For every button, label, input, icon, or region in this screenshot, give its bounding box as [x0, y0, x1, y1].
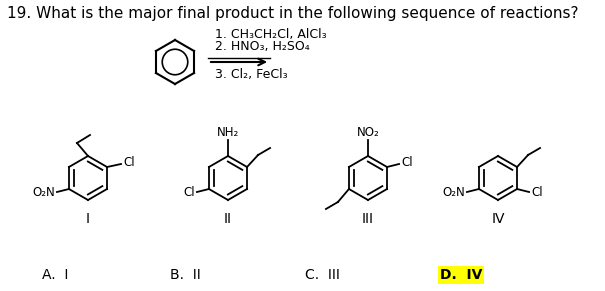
Text: II: II	[224, 212, 232, 226]
Text: A.  I: A. I	[42, 268, 68, 282]
Text: I: I	[86, 212, 90, 226]
Text: Cl: Cl	[531, 187, 543, 200]
Text: 19. What is the major final product in the following sequence of reactions?: 19. What is the major final product in t…	[7, 6, 578, 21]
Text: 2. HNO₃, H₂SO₄: 2. HNO₃, H₂SO₄	[215, 40, 310, 53]
Text: B.  II: B. II	[170, 268, 201, 282]
Text: III: III	[362, 212, 374, 226]
Text: IV: IV	[491, 212, 505, 226]
Text: NH₂: NH₂	[217, 126, 239, 139]
Text: O₂N: O₂N	[442, 185, 465, 198]
Text: Cl: Cl	[183, 185, 195, 198]
Text: 3. Cl₂, FeCl₃: 3. Cl₂, FeCl₃	[215, 68, 287, 81]
Text: D.  IV: D. IV	[440, 268, 482, 282]
Text: Cl: Cl	[123, 157, 135, 169]
Text: O₂N: O₂N	[32, 185, 55, 198]
Text: NO₂: NO₂	[356, 126, 379, 139]
Text: 1. CH₃CH₂Cl, AlCl₃: 1. CH₃CH₂Cl, AlCl₃	[215, 28, 327, 41]
Text: Cl: Cl	[401, 157, 413, 169]
Text: C.  III: C. III	[305, 268, 340, 282]
